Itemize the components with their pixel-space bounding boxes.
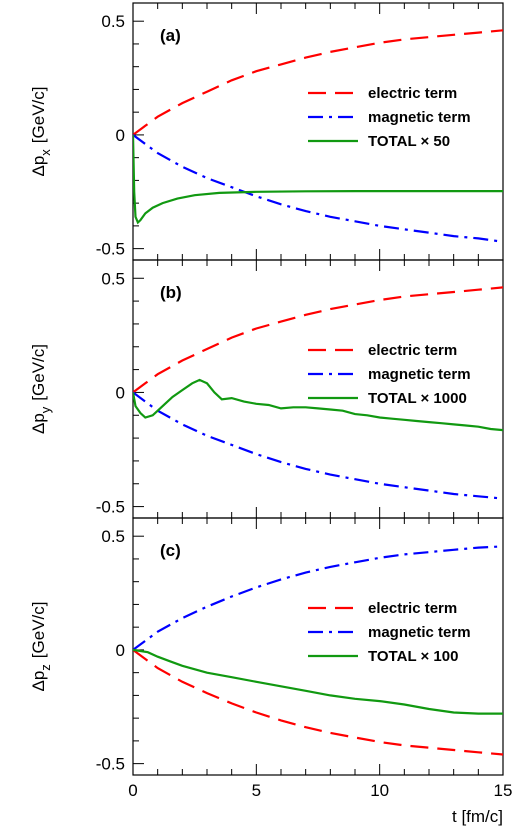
panel-a: 0.5 0 -0.5 Δpx [GeV/c] (a) electric term magnet… (29, 2, 504, 261)
legend-entry: magnetic term (368, 366, 471, 383)
y-axis-title-unit: [GeV/c] (29, 87, 48, 144)
series-line-magnetic (133, 134, 503, 243)
y-axis-title-unit: [GeV/c] (29, 344, 48, 401)
legend-entry: magnetic term (368, 624, 471, 641)
y-tick-label: -0.5 (96, 498, 125, 517)
series-line-electric (133, 29, 503, 136)
series-line-total (133, 134, 503, 225)
y-axis-title-main: Δp (29, 156, 48, 177)
series-line-electric (133, 649, 503, 756)
y-axis-title: Δpy [GeV/c] (29, 344, 53, 434)
y-axis-title-main: Δp (29, 413, 48, 434)
y-tick-label: 0.5 (101, 12, 125, 31)
legend-entry: electric term (368, 85, 457, 102)
x-tick-label: 5 (252, 781, 261, 800)
y-tick-label: 0 (116, 383, 125, 402)
legend-entry: TOTAL × 100 (368, 648, 458, 665)
y-axis-title-unit: [GeV/c] (29, 602, 48, 659)
y-axis-title: Δpx [GeV/c] (29, 87, 53, 177)
series-line-magnetic (133, 545, 503, 651)
y-tick-label: 0.5 (101, 269, 125, 288)
legend: electric term magnetic term TOTAL × 100 (308, 600, 471, 665)
legend: electric term magnetic term TOTAL × 50 (308, 85, 471, 150)
x-tick-label: 15 (494, 781, 513, 800)
x-tick-label: 0 (128, 781, 137, 800)
panel-c: 0.5 0 -0.5 Δpz [GeV/c] (c) electric term magnet… (29, 517, 504, 776)
y-tick-label: -0.5 (96, 240, 125, 259)
plot-frame (132, 259, 504, 519)
y-tick-label: 0 (116, 641, 125, 660)
legend-entry: TOTAL × 50 (368, 133, 450, 150)
series-line-total (133, 378, 503, 432)
y-axis-title: Δpz [GeV/c] (29, 602, 53, 692)
plot-frame (132, 517, 504, 776)
x-tick-label: 10 (370, 781, 389, 800)
y-tick-label: 0 (116, 126, 125, 145)
y-axis-title-subscript: x (38, 149, 53, 156)
panel-label: (a) (160, 26, 181, 45)
y-axis-title-subscript: z (38, 664, 53, 671)
plot-frame (132, 2, 504, 261)
y-axis-title-subscript: y (38, 406, 53, 413)
legend-entry: electric term (368, 342, 457, 359)
legend-entry: electric term (368, 600, 457, 617)
legend-entry: magnetic term (368, 109, 471, 126)
series-line-electric (133, 286, 503, 394)
series-line-total (133, 648, 503, 715)
legend: electric term magnetic term TOTAL × 1000 (308, 342, 471, 407)
legend-entry: TOTAL × 1000 (368, 390, 467, 407)
y-tick-label: -0.5 (96, 755, 125, 774)
panel-label: (c) (160, 541, 181, 560)
y-axis-title-main: Δp (29, 671, 48, 692)
series-line-magnetic (133, 391, 503, 500)
panel-label: (b) (160, 283, 182, 302)
x-axis-title: t [fm/c] (452, 807, 503, 826)
panel-b: 0.5 0 -0.5 Δpy [GeV/c] (b) electric term magnet… (29, 259, 504, 519)
y-tick-label: 0.5 (101, 527, 125, 546)
